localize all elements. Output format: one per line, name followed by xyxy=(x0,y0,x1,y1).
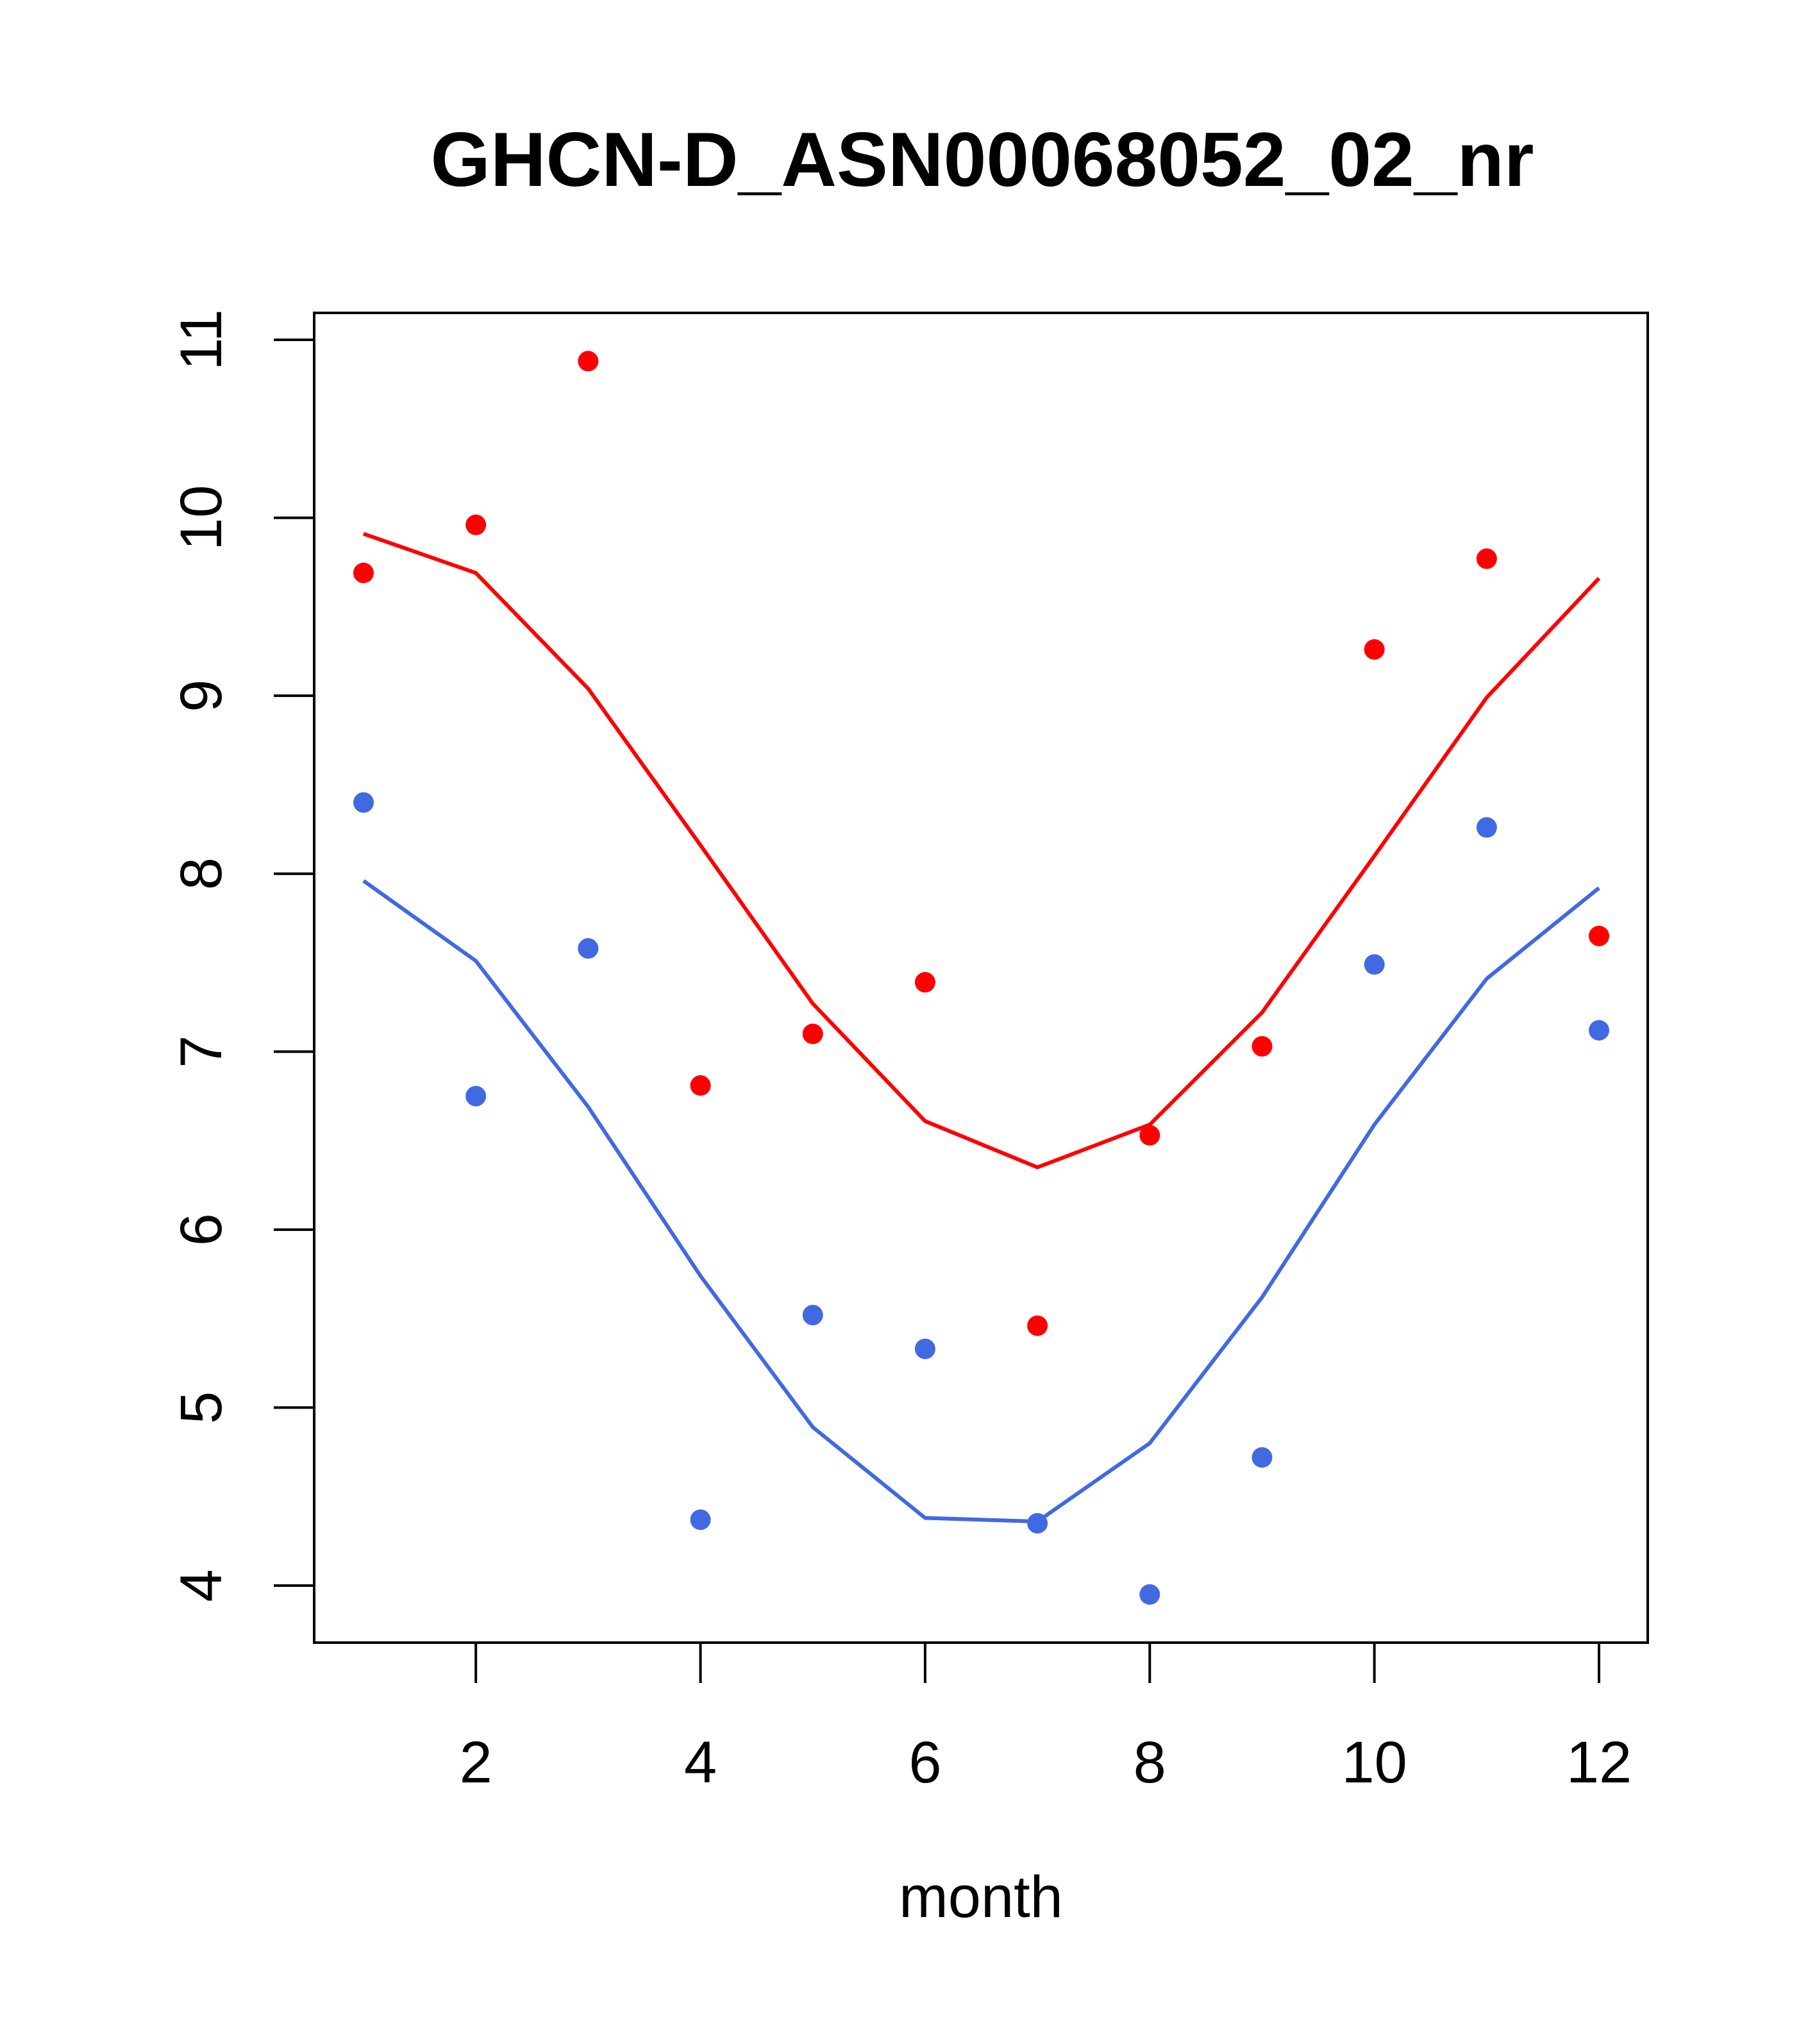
y-tick-label: 5 xyxy=(169,1391,234,1424)
x-tick-label: 2 xyxy=(460,1730,492,1795)
y-tick-label: 6 xyxy=(169,1213,234,1246)
data-point xyxy=(465,514,487,535)
y-tick-label: 11 xyxy=(169,309,234,371)
data-point xyxy=(578,351,599,372)
data-point xyxy=(802,1023,823,1044)
x-tick-label: 4 xyxy=(684,1730,717,1795)
data-point xyxy=(1252,1035,1273,1057)
x-tick-label: 8 xyxy=(1134,1730,1166,1795)
chart-title: GHCN-D_ASN00068052_02_nr xyxy=(431,117,1534,203)
y-tick-label: 8 xyxy=(169,857,234,890)
series-layer xyxy=(353,351,1609,1605)
data-point xyxy=(353,562,374,583)
y-tick-label: 7 xyxy=(169,1035,234,1068)
y-tick-label: 9 xyxy=(169,680,234,712)
data-point xyxy=(914,1338,935,1359)
data-point xyxy=(1364,639,1385,660)
x-tick-label: 6 xyxy=(908,1730,941,1795)
series-line xyxy=(362,879,1600,1524)
data-point xyxy=(465,1085,487,1107)
x-axis: 2 4 6 8 10 12 xyxy=(460,1641,1632,1795)
data-point xyxy=(1476,817,1497,838)
data-point xyxy=(1589,925,1609,946)
data-point xyxy=(1476,548,1497,569)
data-point xyxy=(578,938,599,959)
data-point xyxy=(1589,1019,1609,1041)
x-axis-label: month xyxy=(899,1864,1063,1930)
y-tick-label: 10 xyxy=(169,485,234,550)
data-point xyxy=(690,1509,711,1530)
plot-frame xyxy=(313,312,1649,1644)
x-tick-label: 12 xyxy=(1566,1730,1632,1795)
data-point xyxy=(914,972,935,993)
y-tick-label: 4 xyxy=(169,1569,234,1602)
data-point xyxy=(1139,1125,1160,1146)
data-point xyxy=(1364,954,1385,975)
data-point xyxy=(690,1075,711,1096)
data-point xyxy=(1027,1315,1048,1336)
data-point xyxy=(1139,1584,1160,1605)
data-point xyxy=(802,1305,823,1326)
x-tick-label: 10 xyxy=(1341,1730,1407,1795)
data-point xyxy=(1252,1447,1273,1468)
data-point xyxy=(353,792,374,813)
y-axis: 4 5 6 7 8 9 10 11 xyxy=(169,309,315,1602)
series-line xyxy=(363,532,1601,1169)
